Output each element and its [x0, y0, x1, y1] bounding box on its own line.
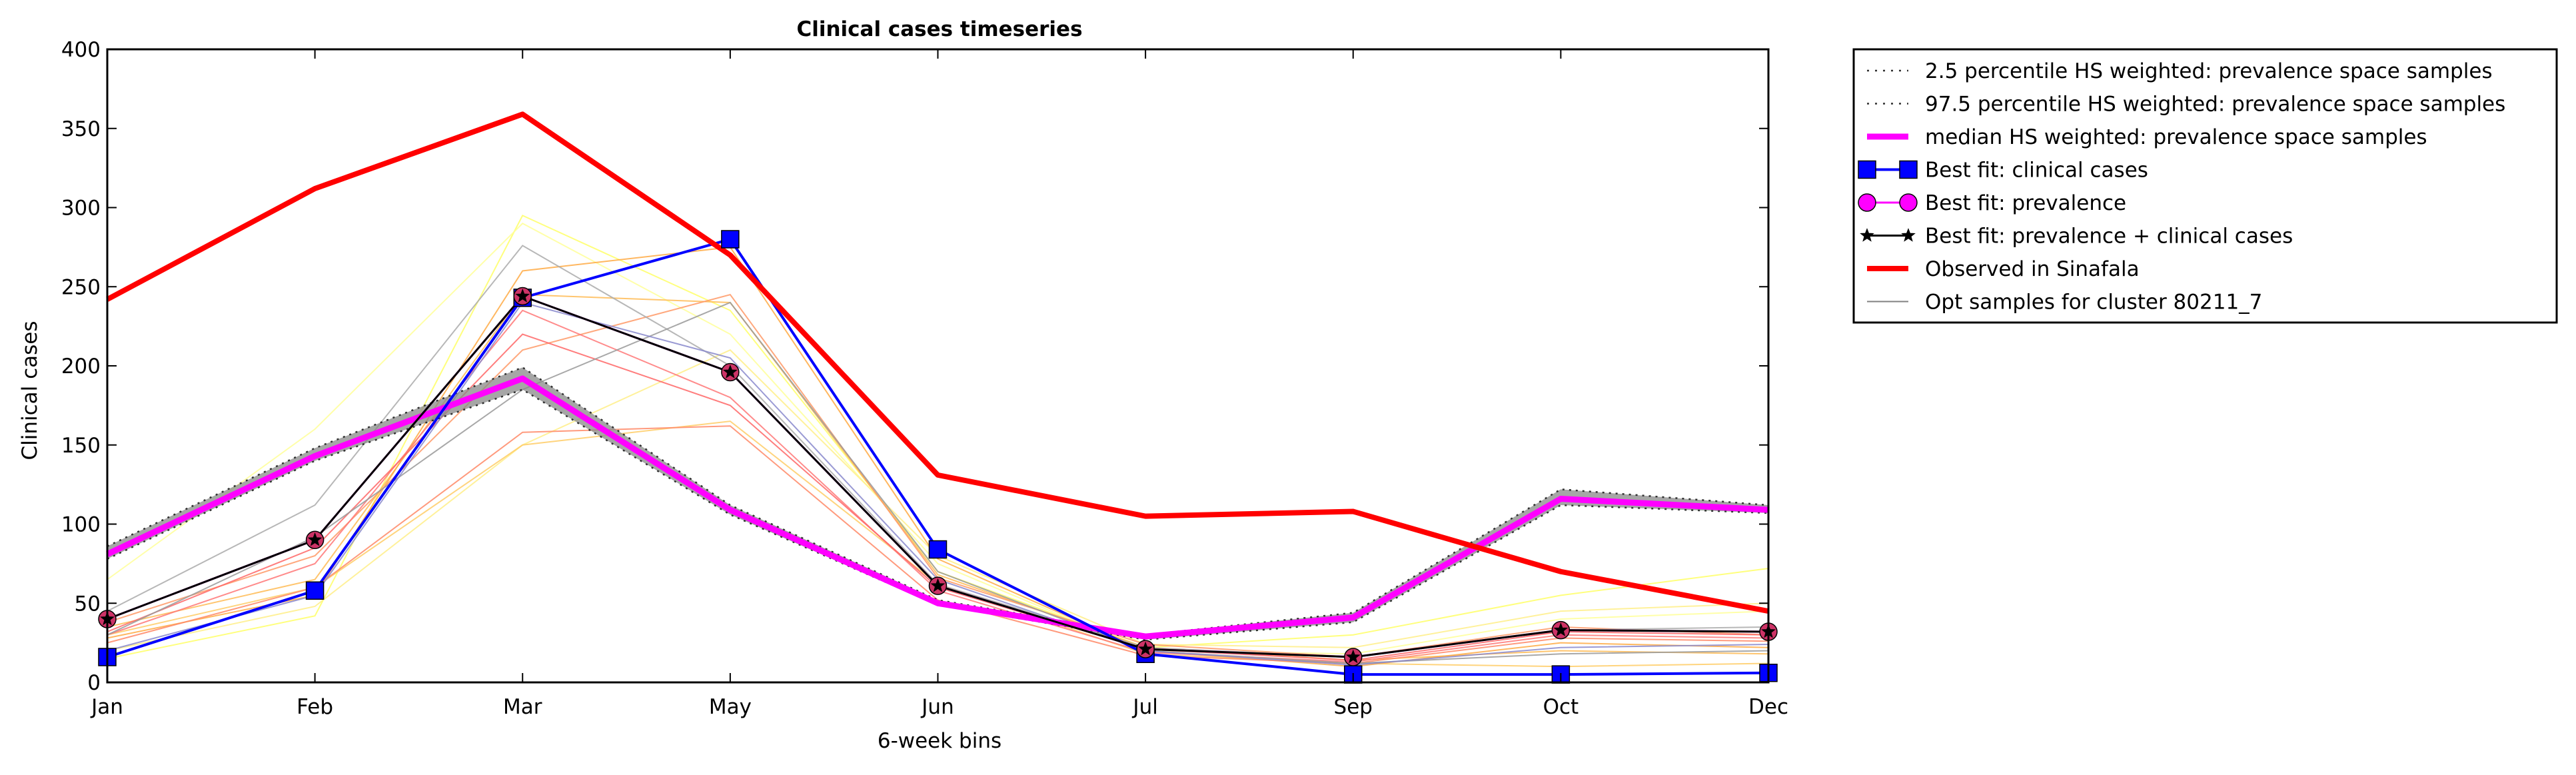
series-line-3	[107, 238, 1769, 676]
series-5-point-4	[930, 578, 946, 592]
y-axis-label: Clinical cases	[18, 321, 42, 460]
x-tick-label-4: Jun	[920, 695, 954, 719]
y-tick-label-8: 400	[61, 38, 101, 62]
series-markers	[98, 230, 1778, 684]
series-line-2	[106, 375, 1769, 640]
opt-sample-line-10	[107, 245, 1769, 658]
x-tick-label-1: Feb	[297, 695, 333, 719]
series-3-point-1	[305, 581, 324, 600]
y-tick-label-7: 350	[61, 117, 101, 141]
series-5-point-7	[1553, 622, 1569, 636]
x-axis-ticks: Jan Feb Mar May Jun Jul Sep Oct Dec	[90, 49, 1788, 719]
legend-label-6: Observed in Sinafala	[1925, 257, 2140, 281]
legend-marker-start-3	[1858, 160, 1876, 179]
x-tick-label-3: May	[709, 695, 752, 719]
y-tick-label-4: 200	[61, 355, 101, 379]
y-tick-label-1: 50	[75, 592, 101, 616]
series-5-point-3	[723, 365, 738, 379]
opt-sample-line-7	[107, 309, 1769, 663]
legend: 2.5 percentile HS weighted: prevalence s…	[1852, 48, 2558, 324]
legend-label-3: Best fit: clinical cases	[1925, 159, 2148, 183]
opt-sample-line-11	[107, 301, 1769, 664]
y-tick-label-6: 300	[61, 197, 101, 221]
series-5-point-6	[1345, 649, 1361, 664]
y-tick-label-2: 100	[61, 513, 101, 537]
legend-label-2: median HS weighted: prevalence space sam…	[1925, 125, 2427, 149]
x-tick-label-0: Jan	[90, 695, 123, 719]
legend-box	[1852, 48, 2558, 324]
legend-marker-end-4	[1899, 193, 1918, 212]
legend-label-5: Best fit: prevalence + clinical cases	[1925, 225, 2293, 249]
series-3-point-4	[928, 540, 948, 559]
series-3-point-3	[721, 230, 740, 249]
x-axis-label: 6-week bins	[878, 729, 1001, 753]
legend-label-7: Opt samples for cluster 80211_7	[1925, 291, 2262, 315]
series-line-6	[106, 111, 1769, 614]
y-tick-label-5: 250	[61, 275, 101, 299]
series-5-point-2	[515, 289, 530, 303]
legend-label-1: 97.5 percentile HS weighted: prevalence …	[1925, 93, 2505, 117]
x-tick-label-2: Mar	[503, 695, 542, 719]
y-axis-ticks: 0 50 100 150 200 250 300 350 400	[61, 38, 1768, 695]
series-5-point-5	[1138, 641, 1153, 656]
series-5-point-1	[307, 532, 322, 546]
chart-title: Clinical cases timeseries	[796, 17, 1082, 41]
legend-marker-end-5	[1901, 228, 1916, 242]
legend-marker-start-5	[1860, 228, 1874, 242]
x-tick-label-5: Jul	[1131, 695, 1157, 719]
x-tick-label-8: Dec	[1748, 695, 1788, 719]
percentile-band	[107, 367, 1768, 640]
x-tick-label-6: Sep	[1334, 695, 1373, 719]
x-tick-label-7: Oct	[1543, 695, 1579, 719]
y-tick-label-0: 0	[87, 671, 101, 695]
legend-marker-start-4	[1858, 193, 1876, 212]
legend-label-4: Best fit: prevalence	[1925, 191, 2126, 215]
opt-sample-line-1	[107, 223, 1769, 655]
opt-sample-line-12	[107, 301, 1769, 666]
opt-sample-line-9	[107, 333, 1769, 661]
y-tick-label-3: 150	[61, 434, 101, 458]
legend-label-0: 2.5 percentile HS weighted: prevalence s…	[1925, 59, 2493, 83]
legend-marker-end-3	[1899, 160, 1918, 179]
